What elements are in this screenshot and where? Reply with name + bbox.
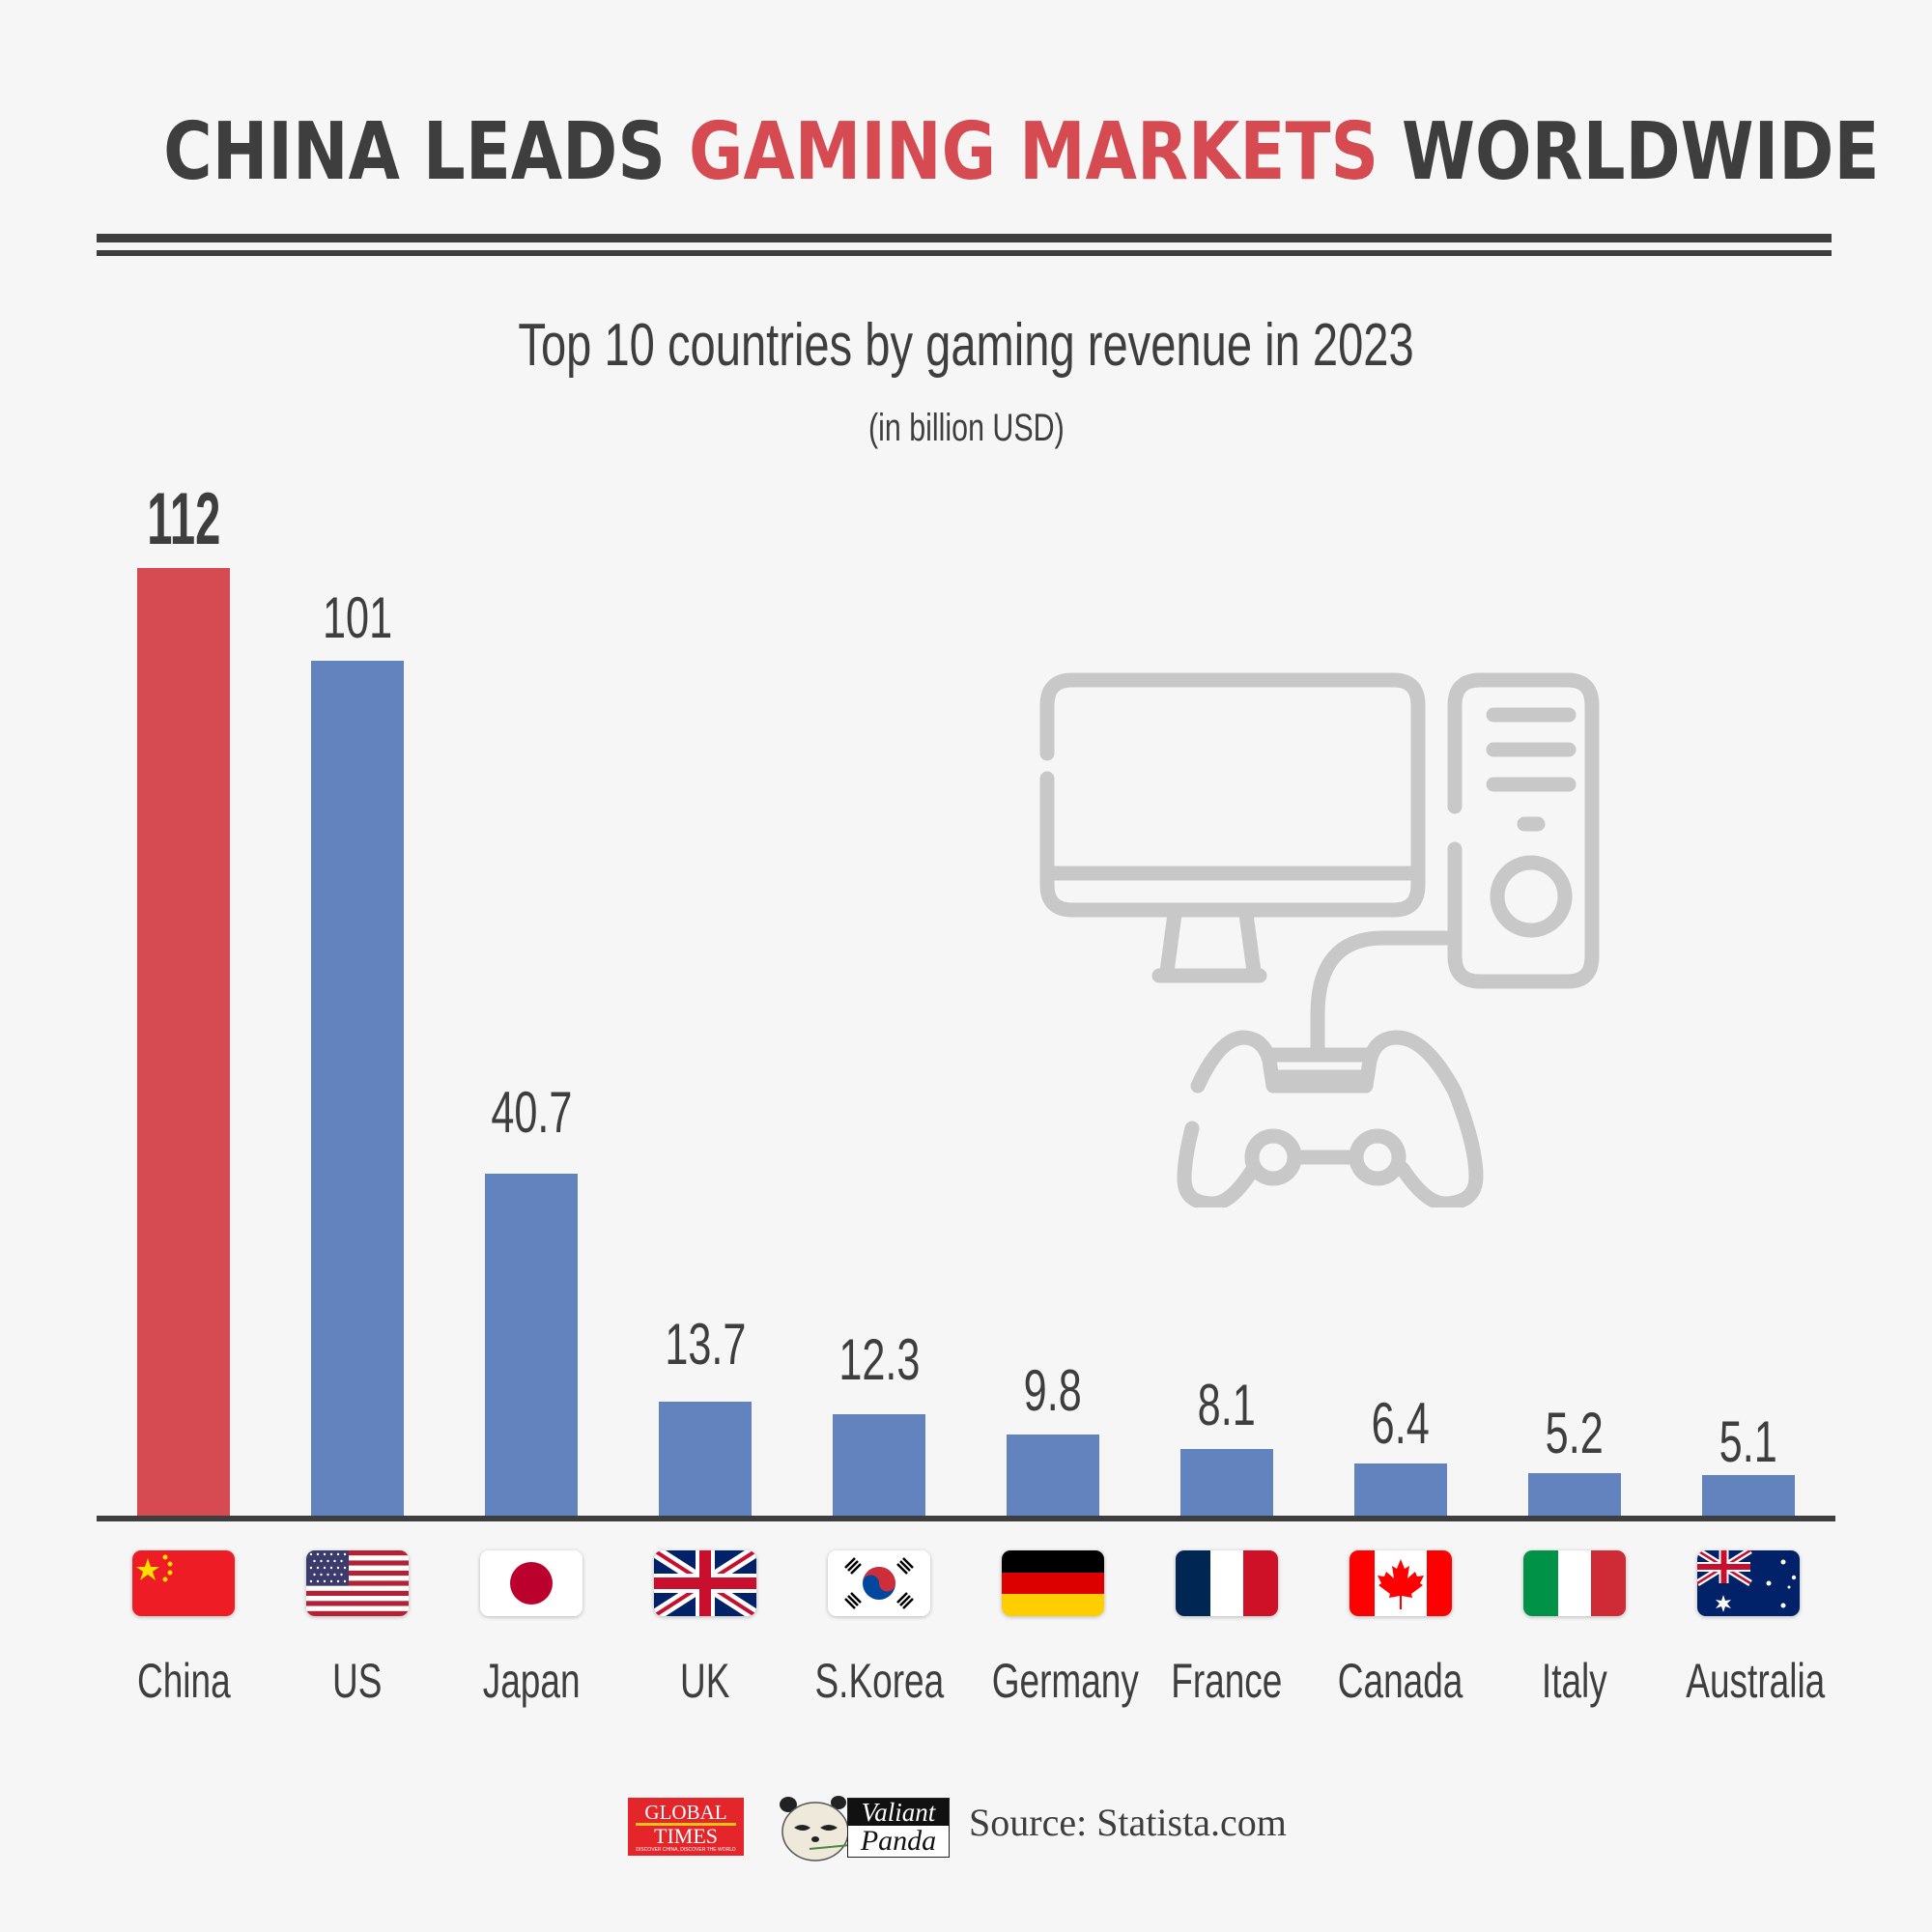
title-divider-thin [97,250,1832,256]
bar-canada [1354,1463,1447,1516]
uk-flag-icon [654,1550,756,1616]
country-label-japan: Japan [482,1654,581,1708]
country-label-china: China [136,1654,231,1708]
chart-unit-label: (in billion USD) [0,404,1932,452]
panda-mascot-icon [780,1796,851,1861]
country-label-australia: Australia [1686,1654,1826,1708]
value-label-canada: 6.4 [1371,1391,1431,1456]
title-divider-thick [97,234,1832,242]
bar-uk [659,1402,752,1516]
bar-china [137,568,230,1516]
value-label-south-korea: 12.3 [838,1327,921,1392]
south-korea-flag-icon [828,1550,930,1616]
global-times-logo-tagline: DISCOVER CHINA, DISCOVER THE WORLD [636,1847,736,1853]
bar-germany [1007,1435,1099,1516]
global-times-logo-line2: TIMES [654,1824,718,1848]
bar-us [311,661,404,1516]
bar-south-korea [833,1414,925,1516]
france-flag-icon [1176,1550,1278,1616]
value-label-us: 101 [322,585,393,650]
country-label-italy: Italy [1542,1654,1607,1708]
canada-flag-icon [1350,1550,1452,1616]
bar-italy [1528,1473,1621,1516]
valiant-panda-logo: Valiant Panda [847,1798,950,1858]
value-label-germany: 9.8 [1023,1358,1083,1423]
valiant-panda-logo-line2: Panda [860,1825,937,1857]
global-times-logo-line1: GLOBAL [644,1801,727,1824]
country-label-uk: UK [680,1654,730,1708]
value-label-china: 112 [146,478,221,560]
australia-flag-icon [1697,1550,1800,1616]
china-flag-icon [132,1550,235,1616]
desktop-computer-with-game-controller-icon [1039,672,1600,1208]
bar-australia [1702,1475,1795,1516]
page-title: CHINA LEADS GAMING MARKETS WORLDWIDE [0,104,1932,201]
valiant-panda-logo-line1: Valiant [848,1799,949,1826]
source-credit: Source: Statista.com [969,1801,1287,1844]
title-accent: GAMING MARKETS [688,106,1379,198]
global-times-logo-stripe [636,1823,736,1826]
country-label-canada: Canada [1338,1654,1463,1708]
italy-flag-icon [1523,1550,1626,1616]
country-label-us: US [332,1654,383,1708]
value-label-italy: 5.2 [1545,1401,1605,1465]
us-flag-icon [306,1550,409,1616]
value-label-france: 8.1 [1197,1373,1257,1437]
global-times-logo: GLOBAL TIMES DISCOVER CHINA, DISCOVER TH… [628,1798,744,1856]
value-label-uk: 13.7 [664,1312,747,1377]
value-label-australia: 5.1 [1719,1409,1778,1474]
x-axis-baseline [97,1516,1835,1521]
country-label-germany: Germany [991,1654,1139,1708]
title-part-2: WORLDWIDE [1378,106,1880,198]
title-part-1: CHINA LEADS [163,106,689,198]
bar-japan [485,1174,578,1516]
chart-unit-text: (in billion USD) [867,407,1065,449]
country-label-france: France [1171,1654,1283,1708]
japan-flag-icon [480,1550,582,1616]
chart-subtitle: Top 10 countries by gaming revenue in 20… [0,311,1932,381]
bar-france [1180,1449,1273,1516]
country-label-south-korea: S.Korea [814,1654,945,1708]
germany-flag-icon [1002,1550,1104,1616]
value-label-japan: 40.7 [490,1080,573,1145]
chart-subtitle-text: Top 10 countries by gaming revenue in 20… [518,312,1414,379]
